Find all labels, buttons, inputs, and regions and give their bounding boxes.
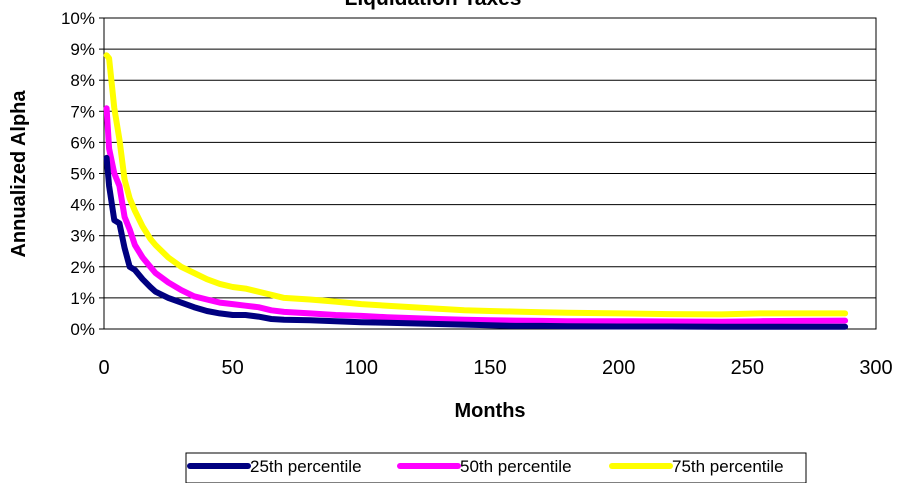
- x-axis-label: Months: [454, 400, 525, 422]
- y-tick-label: 6%: [70, 133, 95, 152]
- x-tick-label: 50: [222, 357, 244, 379]
- y-tick-label: 2%: [70, 258, 95, 277]
- x-tick-labels: 0 50 100 150 200 250 300: [98, 357, 892, 379]
- chart-title: Liquidation Taxes: [345, 0, 522, 10]
- x-tick-label: 100: [345, 357, 378, 379]
- y-tick-label: 1%: [70, 289, 95, 308]
- legend-label: 75th percentile: [672, 457, 784, 476]
- series-line-2: [103, 105, 849, 325]
- x-tick-label: 250: [731, 357, 764, 379]
- legend-label: 50th percentile: [460, 457, 572, 476]
- legend-label: 25th percentile: [250, 457, 362, 476]
- series-line-3: [103, 52, 849, 318]
- legend: 25th percentile 50th percentile 75th perce…: [185, 452, 807, 483]
- x-tick-label: 200: [602, 357, 635, 379]
- legend-frame: [185, 452, 807, 483]
- x-tick-label: 300: [859, 357, 892, 379]
- series-line-1: [103, 154, 849, 330]
- y-tick-labels: 0% 1% 2% 3% 4% 5% 6% 7% 8% 9% 10%: [61, 9, 104, 339]
- y-tick-label: 4%: [70, 196, 95, 215]
- grid: [104, 48, 876, 299]
- y-tick-label: 5%: [70, 165, 95, 184]
- y-axis-label: Annualized Alpha: [8, 90, 30, 258]
- y-tick-label: 9%: [70, 40, 95, 59]
- y-tick-label: 10%: [61, 9, 95, 28]
- x-tick-label: 150: [473, 357, 506, 379]
- y-tick-label: 8%: [70, 71, 95, 90]
- x-tick-label: 0: [98, 357, 109, 379]
- y-tick-label: 0%: [70, 320, 95, 339]
- y-tick-label: 7%: [70, 102, 95, 121]
- y-tick-label: 3%: [70, 227, 95, 246]
- series-lines: [103, 52, 849, 330]
